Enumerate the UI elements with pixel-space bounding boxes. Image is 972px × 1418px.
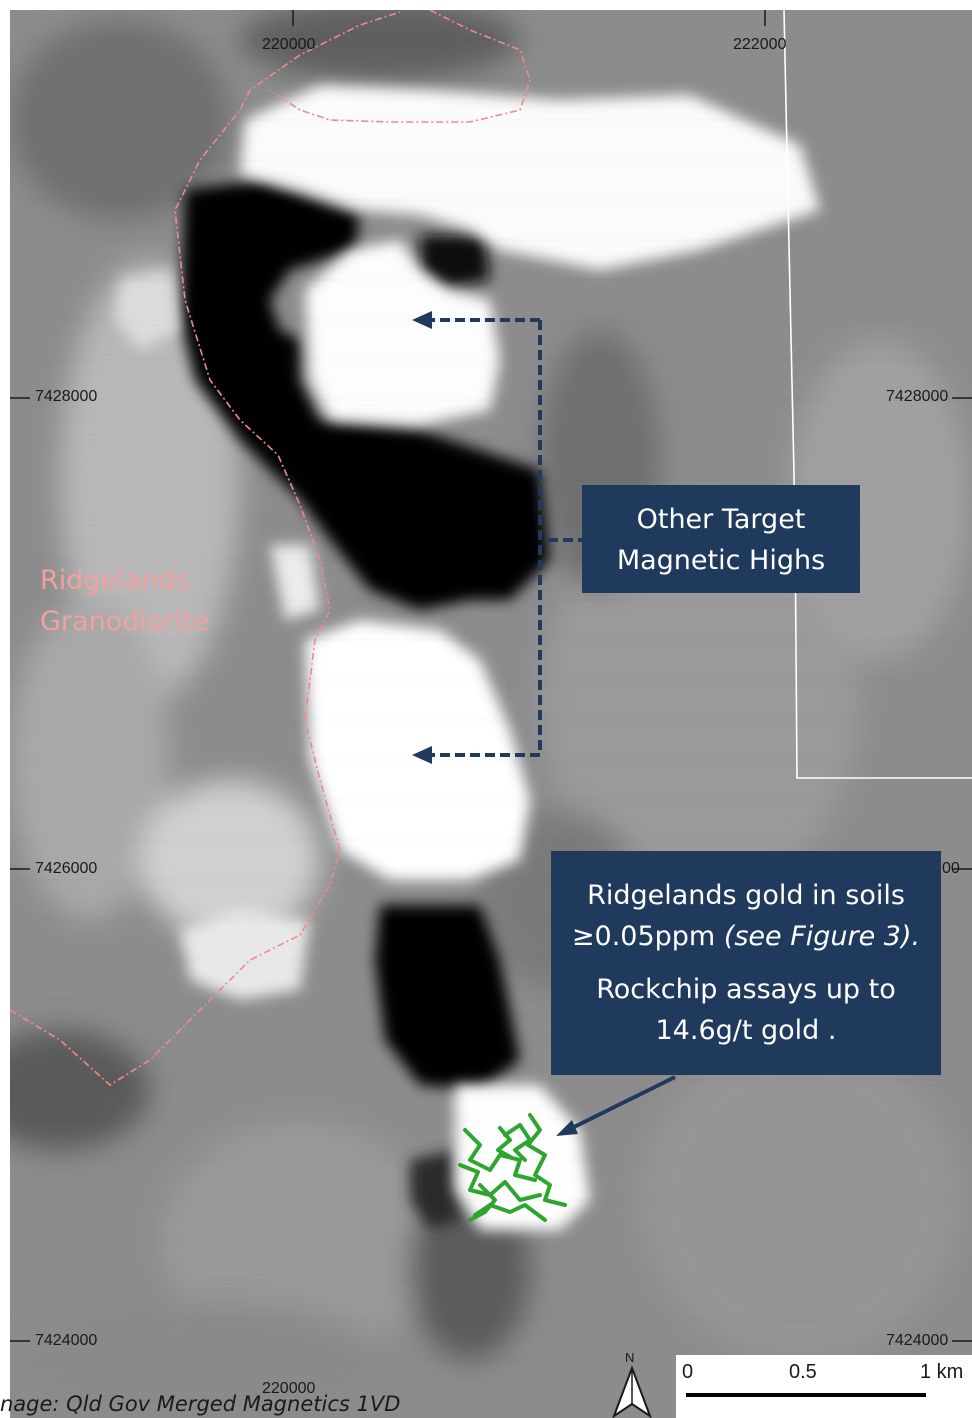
granodiorite-boundary: [10, 10, 531, 1086]
gold-soil-anomaly: [458, 1113, 567, 1222]
gold-callout-figure-ref: (see Figure 3).: [723, 921, 921, 952]
granodiorite-label: Ridgelands Granodiorite: [40, 560, 209, 642]
image-attribution: nage: Qld Gov Merged Magnetics 1VD: [0, 1392, 401, 1416]
gold-soils-callout: Ridgelands gold in soils ≥0.05ppm (see F…: [551, 851, 941, 1075]
northing-label-left-7424000: 7424000: [35, 1332, 98, 1349]
scale-label-end: 1 km: [920, 1361, 964, 1383]
scale-label-mid: 0.5: [789, 1361, 817, 1383]
scale-label-0: 0: [682, 1361, 694, 1383]
target-highs-callout-line1: Other Target: [636, 504, 806, 535]
gold-callout-line3: Rockchip assays up to: [596, 974, 896, 1005]
target-arrowhead-upper: [412, 311, 432, 329]
northing-label-right-7428000: 7428000: [886, 388, 949, 405]
easting-label-220000: 220000: [262, 36, 316, 53]
gold-callout-threshold: ≥0.05ppm: [571, 921, 724, 952]
north-arrow: N: [610, 1350, 654, 1418]
northing-label-right-7424000: 7424000: [886, 1332, 949, 1349]
gold-callout-line1: Ridgelands gold in soils: [587, 880, 905, 911]
easting-label-bottom-220000: 220000: [262, 1380, 316, 1397]
gold-callout-line2: ≥0.05ppm (see Figure 3).: [551, 916, 941, 957]
granodiorite-label-line2: Granodiorite: [40, 606, 210, 637]
easting-label-222000: 222000: [733, 36, 787, 53]
magnetics-map: [10, 10, 972, 1418]
target-arrowhead-lower: [412, 746, 432, 764]
scale-bar: 0 0.5 1 km: [676, 1355, 972, 1418]
target-highs-callout: Other Target Magnetic Highs: [582, 485, 860, 593]
north-arrow-icon: [612, 1365, 652, 1418]
northing-label-left-7428000: 7428000: [35, 388, 98, 405]
gold-callout-arrow: [567, 1075, 676, 1132]
target-arrows: [430, 318, 585, 757]
magnetics-raster: [10, 10, 972, 1418]
scale-bar-graphic: [686, 1393, 926, 1397]
northing-label-right-7426000: 00: [942, 860, 960, 877]
northing-label-left-7426000: 7426000: [35, 860, 98, 877]
granodiorite-label-line1: Ridgelands: [40, 565, 190, 596]
gold-callout-line4: 14.6g/t gold .: [655, 1015, 837, 1046]
north-arrow-label: N: [625, 1350, 635, 1365]
target-highs-callout-line2: Magnetic Highs: [616, 545, 826, 576]
